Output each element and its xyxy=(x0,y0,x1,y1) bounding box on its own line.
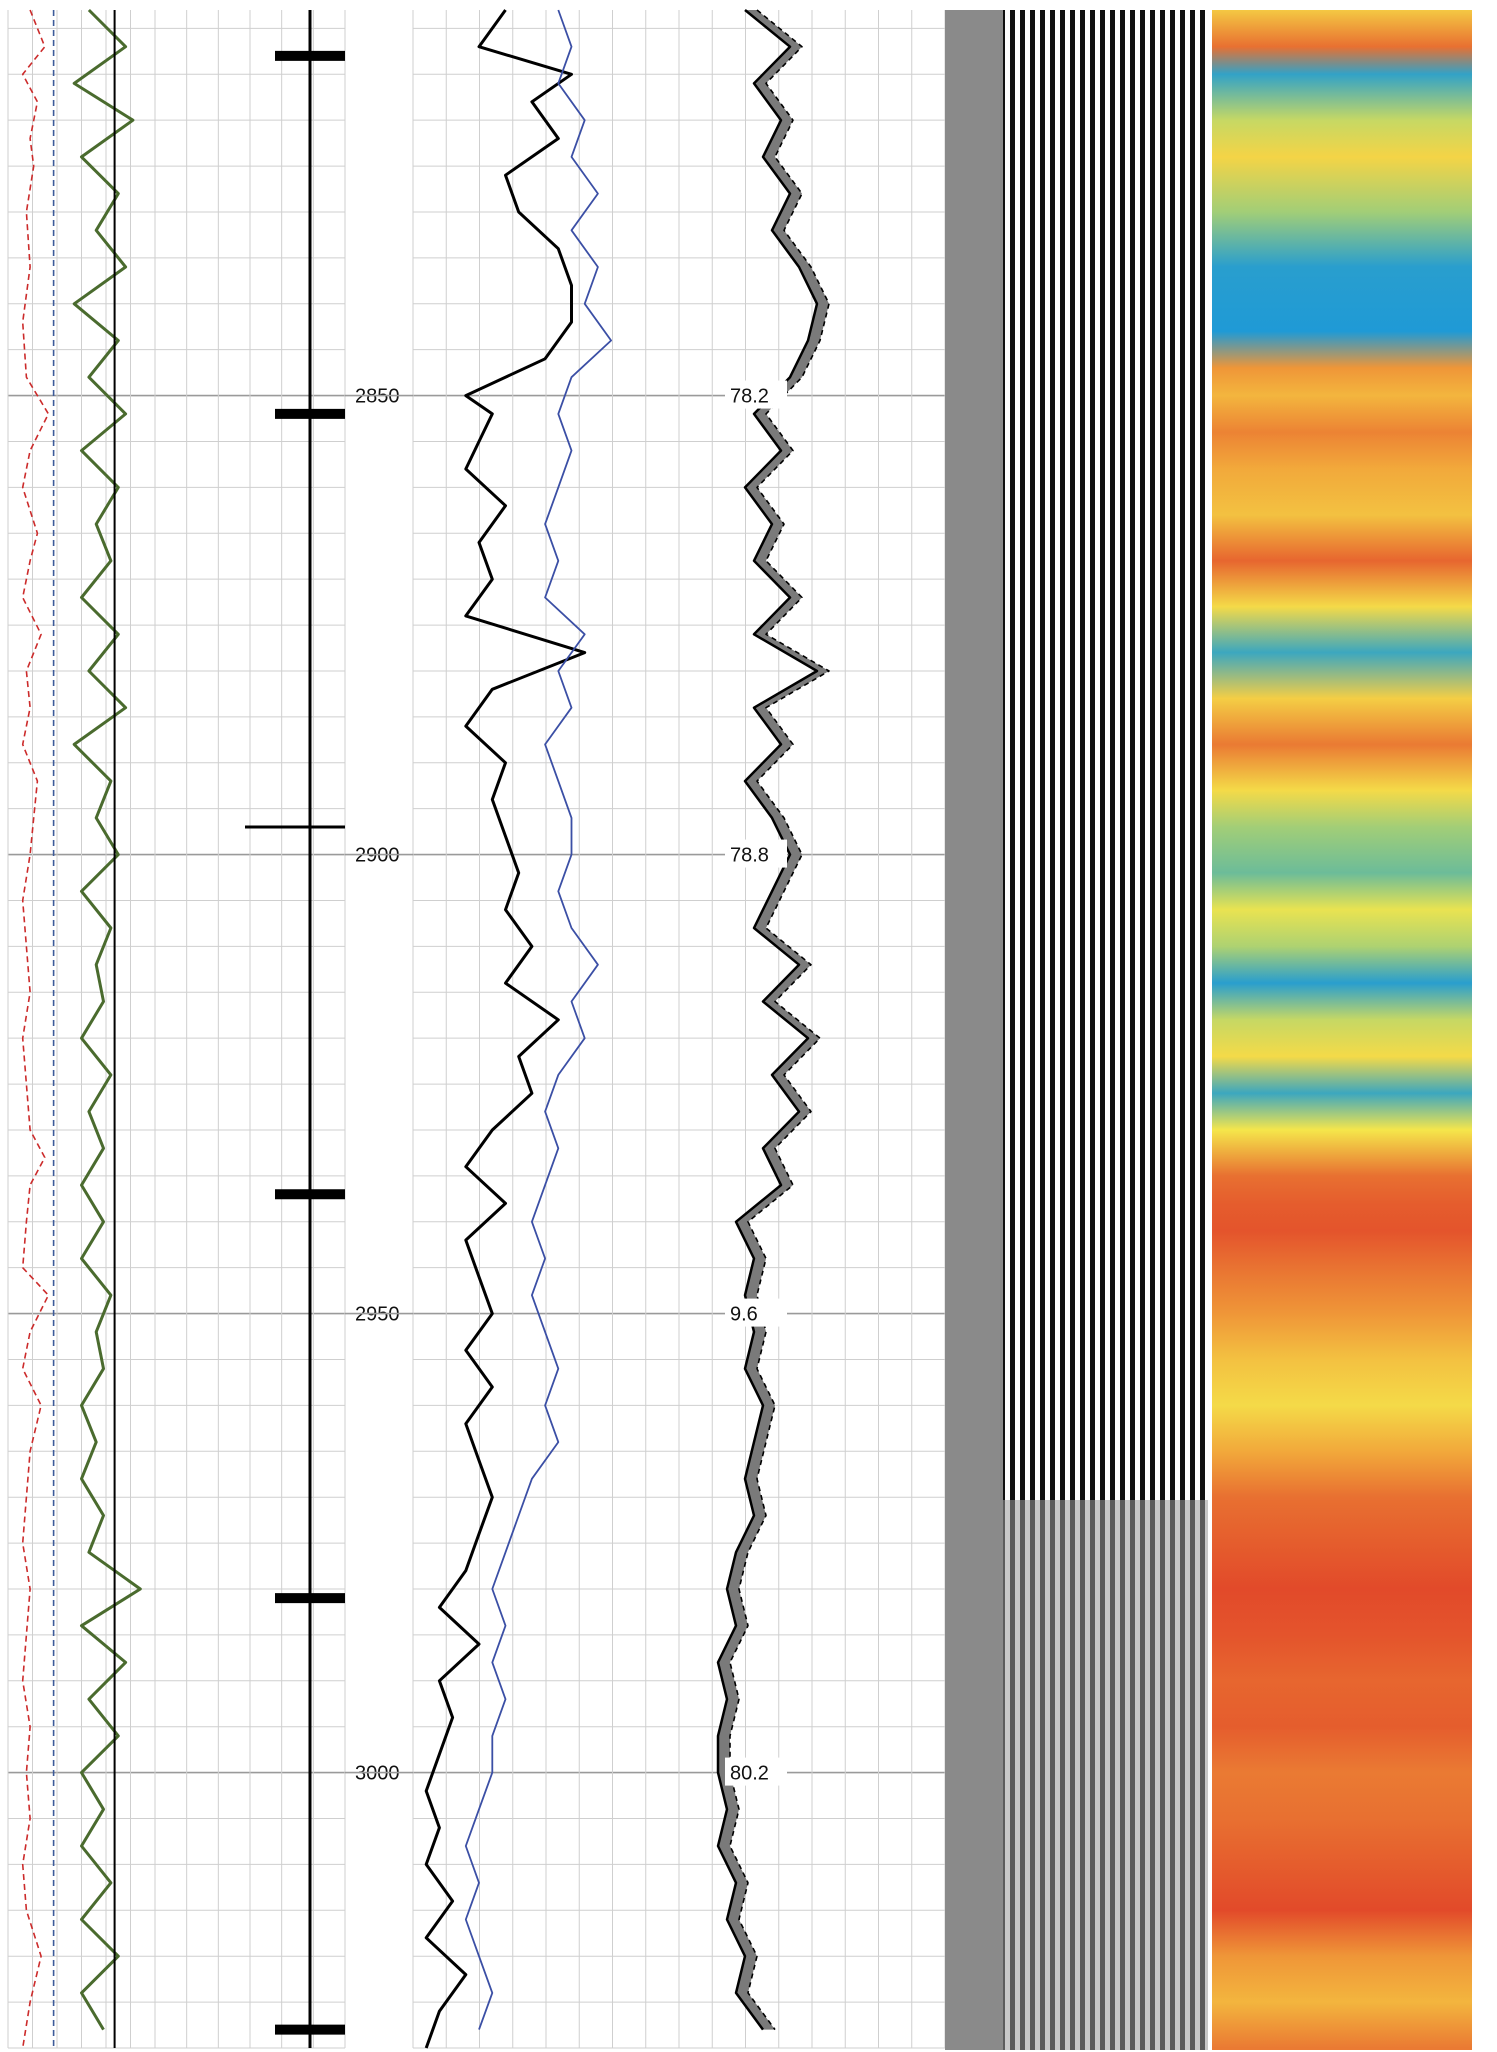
track-grids xyxy=(7,10,946,2049)
track4-curve-dashed xyxy=(729,9,830,2031)
depth-label: 2850 xyxy=(355,386,400,408)
track3-curve-2 xyxy=(464,9,612,2030)
grid-track-1 xyxy=(7,10,156,2049)
track-5-seismic xyxy=(945,10,1208,2050)
depth-labels: 2850 2900 2950 3000 xyxy=(345,386,413,1785)
track1-curve-1 xyxy=(21,9,50,2049)
track-4: 78.2 78.8 9.6 80.2 xyxy=(716,9,830,2031)
track4-label: 78.8 xyxy=(730,845,769,867)
track3-curve-1 xyxy=(424,9,587,2049)
track4-label: 78.2 xyxy=(730,386,769,408)
track4-label-bg xyxy=(725,839,787,868)
colormap-image xyxy=(1212,10,1472,2050)
seismic-noise-band xyxy=(1003,1500,1208,2050)
depth-label: 3000 xyxy=(355,1763,400,1785)
track4-curve xyxy=(716,9,819,2031)
track4-band xyxy=(718,10,829,2030)
track4-label-bg xyxy=(725,1298,787,1327)
track-1 xyxy=(21,8,142,2049)
track4-label: 80.2 xyxy=(730,1763,769,1785)
track4-label: 9.6 xyxy=(730,1304,758,1326)
track-3 xyxy=(424,9,612,2049)
track-2-markers xyxy=(245,10,345,2048)
track4-label-bg xyxy=(725,1757,787,1786)
track1-curve-3 xyxy=(72,8,142,2031)
seismic-gray-band xyxy=(945,10,1003,2050)
grid-track-3 xyxy=(412,10,946,2049)
depth-label: 2950 xyxy=(355,1304,400,1326)
track4-label-bg xyxy=(725,380,787,409)
grid-track-2 xyxy=(154,10,346,2049)
track-6-colormap xyxy=(1212,10,1472,2050)
depth-label: 2900 xyxy=(355,845,400,867)
